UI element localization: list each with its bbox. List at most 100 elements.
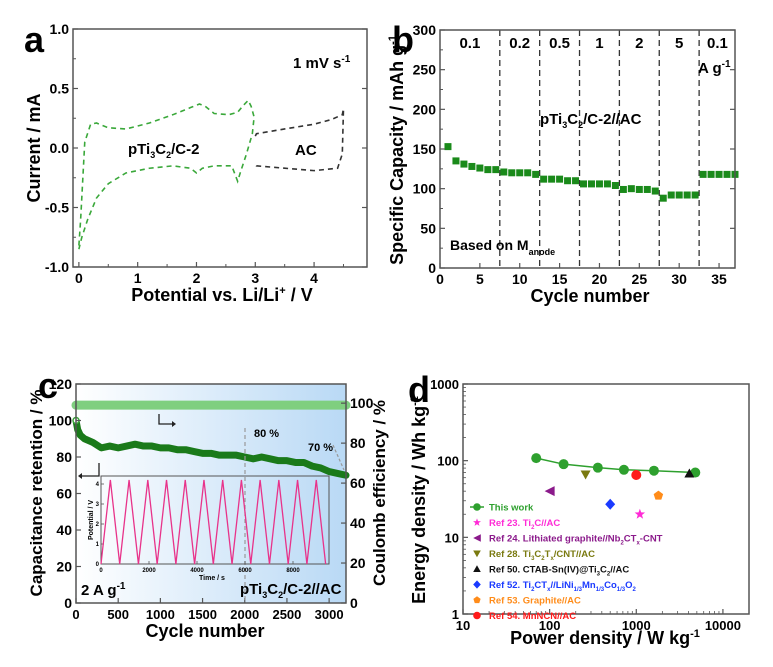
legend-label-part: Ref 52. Ti [489, 580, 531, 591]
capacity-point [659, 194, 667, 202]
legend-label-part: Ref 54. MnNCN//AC [489, 611, 576, 622]
scan-rate-label: 1 mV s-1 [293, 54, 351, 72]
y-tick-label-left: 60 [56, 486, 72, 502]
legend-marker-ref-24 [473, 534, 481, 542]
y-tick-label-left: 20 [56, 559, 72, 575]
capacity-point [476, 164, 484, 172]
capacity-point [508, 169, 516, 177]
ref-53-point [653, 490, 664, 500]
inset-x-tick-label: 8000 [286, 568, 300, 574]
inset-y-tick-label: 4 [96, 482, 100, 488]
legend-label-part: 3 [597, 572, 601, 578]
panel-c-ylabel-right: Coulomb efficiency / % [370, 400, 389, 586]
y-tick-label-right: 100 [350, 395, 374, 411]
capacity-point [524, 169, 532, 177]
capacitance-retention-curve [72, 417, 350, 479]
capacity-point [643, 185, 651, 193]
legend-label-part: x [547, 587, 551, 593]
legend-label-ref-53: Ref 53. Graphite//AC [489, 596, 581, 607]
left-axis-arrowhead-icon [78, 473, 82, 479]
capacity-point [627, 185, 635, 193]
legend-label-part: 2 [607, 572, 611, 578]
capacity-point [651, 187, 659, 195]
this-work-point [592, 462, 603, 473]
x-tick-label: 3 [251, 270, 259, 286]
panel-letter-c: c [38, 365, 58, 406]
capacity-point [452, 157, 460, 165]
legend-label-part: -CNT [640, 534, 663, 545]
legend-marker-ref-23 [473, 518, 481, 526]
x-tick-label: 0 [436, 271, 444, 287]
legend-label-part: 3 [531, 556, 535, 562]
x-tick-label: 15 [552, 271, 568, 287]
capacity-point [635, 185, 643, 193]
panel-a-xlabel: Potential vs. Li/Li+ / V [131, 285, 312, 305]
y-tick-label: 150 [413, 141, 437, 157]
y-tick-label: 1 [452, 607, 459, 622]
legend-label-part: Ref 28. Ti [489, 549, 531, 560]
capacity-point [580, 180, 588, 188]
x-tick-label: 500 [107, 607, 129, 622]
capacity-point [683, 191, 691, 199]
rate-label: 0.5 [549, 35, 570, 52]
legend-label-part: Ref 24. Lithiated graphite//Nb [489, 534, 621, 545]
this-work-point [618, 464, 629, 475]
y-tick-label-right: 60 [350, 475, 366, 491]
legend-label-part: T [545, 549, 551, 560]
x-tick-label: 0 [72, 607, 79, 622]
y-tick-label: 300 [413, 22, 437, 38]
legend-label-part: //LiNi [550, 580, 573, 591]
y-tick-label-right: 0 [350, 595, 358, 611]
capacity-point [556, 175, 564, 183]
marker-70-line [332, 444, 345, 471]
legend-label-part: 2 [531, 587, 535, 593]
panel-c-ylabel-left: Capacitance retention / % [27, 390, 46, 597]
rate-label: 0.2 [509, 35, 530, 52]
panel-a-cv-plot: 0 1 2 3 4 -1.0 -0.5 0.0 0.5 1.0 Current / mA Pote… [24, 21, 368, 305]
panel-a-ylabel: Current / mA [24, 93, 44, 202]
x-tick-label: 3000 [315, 607, 344, 622]
panel-letter-d: d [408, 369, 430, 410]
legend-label-part: 1/3 [617, 587, 626, 593]
ref-52-point [605, 498, 616, 510]
legend-label-ref-52: Ref 52. Ti2CTx//LiNi1/3Mn1/3Co1/3O2 [489, 580, 636, 593]
panel-c-xlabel: Cycle number [145, 621, 264, 641]
x-tick-label: 10000 [705, 618, 741, 633]
legend-label-part: This work [489, 503, 534, 514]
capacity-point [587, 180, 595, 188]
inset-xlabel: Time / s [199, 575, 225, 582]
y-tick-label-left: 40 [56, 522, 72, 538]
y-tick-label: 100 [413, 181, 437, 197]
x-tick-label: 35 [711, 271, 727, 287]
x-tick-label: 25 [632, 271, 648, 287]
y-tick-label: 1000 [430, 377, 459, 392]
rate-label: 2 [635, 35, 643, 52]
y-tick-label-left: 0 [64, 595, 72, 611]
capacity-point [715, 170, 723, 178]
y-tick-label-left: 100 [49, 413, 73, 429]
y-tick-label: 0 [428, 260, 436, 276]
left-axis-arrow-icon [82, 463, 100, 477]
inset-x-tick-label: 0 [99, 568, 103, 574]
x-tick-label: 1000 [622, 618, 651, 633]
inset-x-tick-label: 4000 [190, 568, 204, 574]
capacity-point [691, 191, 699, 199]
legend-label-part: Ref 23. Ti [489, 518, 531, 529]
capacity-point [667, 191, 675, 199]
ref-24-point [544, 486, 555, 497]
legend-label-part: CT [534, 580, 547, 591]
panel-c-sample-label: pTi3C2/C-2//AC [240, 581, 342, 600]
inset-y-tick-label: 1 [96, 542, 100, 548]
y-tick-label: -1.0 [45, 259, 69, 275]
y-tick-label: 200 [413, 101, 437, 117]
inset-x-tick-label: 6000 [238, 568, 252, 574]
x-tick-label: 5 [476, 271, 484, 287]
legend-label-part: Ref 53. Graphite//AC [489, 596, 581, 607]
capacity-point [540, 175, 548, 183]
y-tick-label: 10 [445, 530, 459, 545]
legend-label-ref-54: Ref 54. MnNCN//AC [489, 611, 576, 622]
rate-label: 0.1 [707, 35, 728, 52]
capacity-point [595, 180, 603, 188]
